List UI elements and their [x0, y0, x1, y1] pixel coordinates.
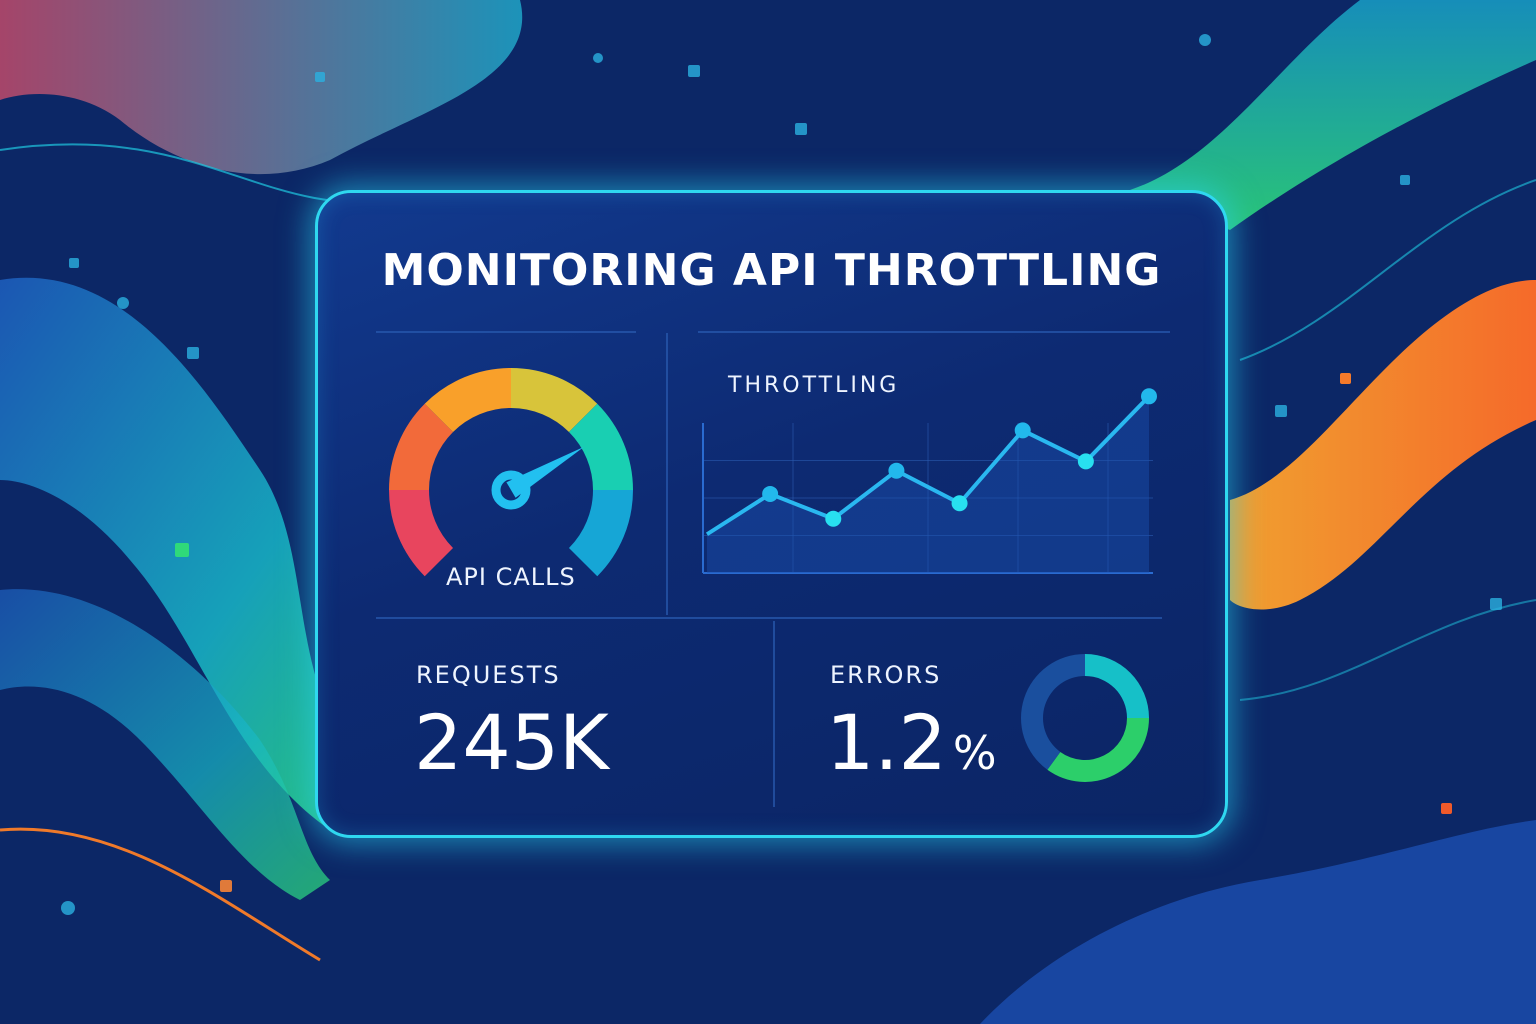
errors-number: 1.2 [826, 698, 947, 787]
gauge-hub [491, 470, 531, 510]
chart-point [762, 485, 779, 502]
chart-area [707, 396, 1149, 573]
api-calls-gauge [389, 368, 633, 577]
chart-line [705, 394, 1151, 536]
donut-segment [1047, 718, 1149, 782]
gauge-segment [389, 490, 454, 577]
gauge-segment [568, 403, 633, 490]
chart-title: THROTTLING [728, 373, 900, 398]
divider [666, 333, 668, 615]
donut-segment [1085, 654, 1149, 718]
throttling-line-chart [702, 388, 1157, 574]
gauge-segment [424, 368, 511, 433]
chart-point [888, 462, 905, 479]
requests-value: 245K [414, 698, 609, 787]
divider [376, 617, 1162, 619]
divider [773, 621, 775, 807]
errors-value: 1.2% [826, 698, 997, 787]
donut-segment [1021, 654, 1085, 770]
gauge-segment [389, 403, 454, 490]
gauge-segment [511, 368, 598, 433]
errors-unit: % [952, 726, 997, 780]
requests-label: REQUESTS [416, 661, 561, 689]
chart-point [951, 495, 968, 512]
gauge-segment [568, 490, 633, 577]
errors-donut [1021, 654, 1149, 782]
dashboard-card: MONITORING API THROTTLING API CALLS THRO… [315, 190, 1228, 838]
divider [376, 331, 636, 333]
page-title: MONITORING API THROTTLING [381, 245, 1162, 296]
chart-point [1077, 453, 1094, 470]
chart-point [825, 510, 842, 527]
chart-point [1141, 388, 1157, 405]
errors-label: ERRORS [830, 661, 942, 689]
divider [698, 331, 1170, 333]
chart-point [1014, 422, 1031, 439]
gauge-label: API CALLS [446, 563, 576, 591]
